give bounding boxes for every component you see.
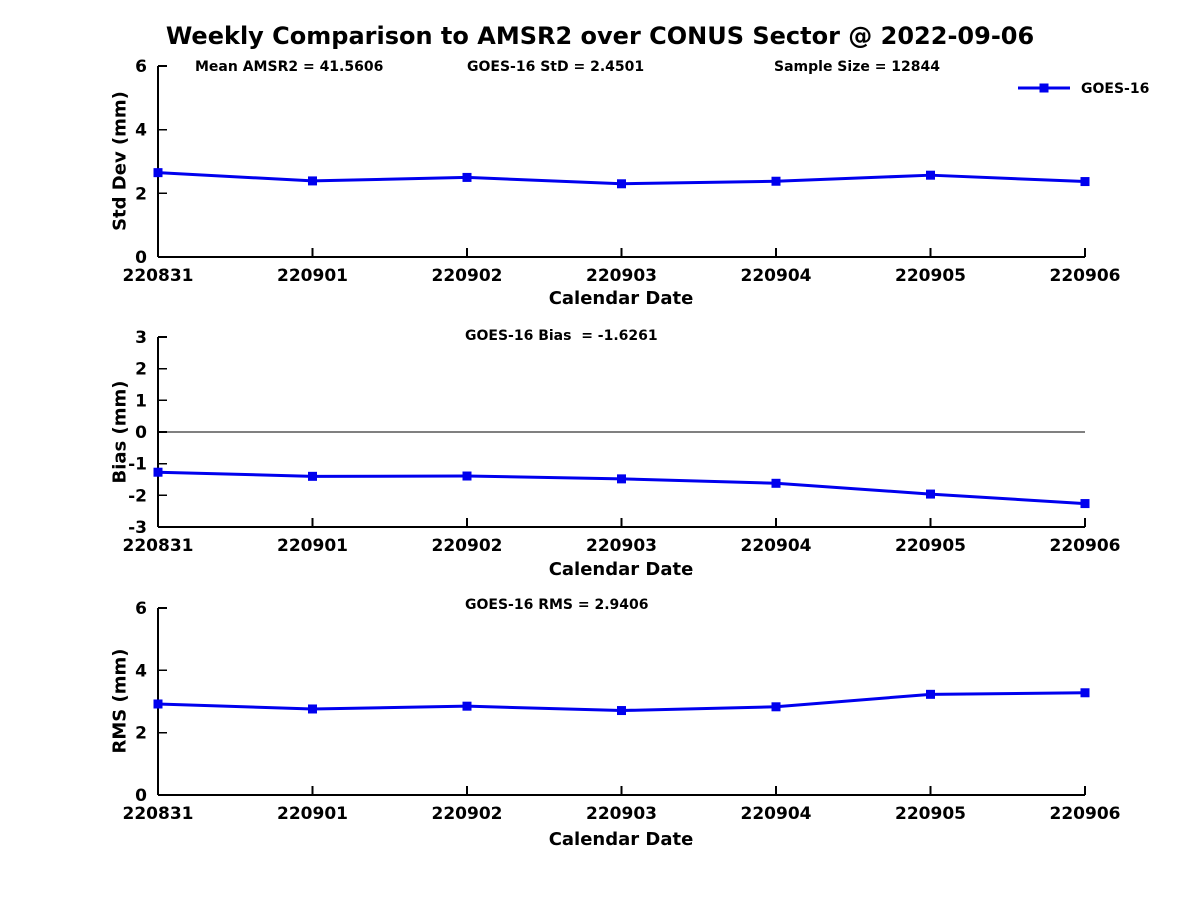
x-tick-label: 220906 [1050, 536, 1121, 556]
x-tick-label: 220831 [123, 536, 194, 556]
y-tick-label: 6 [135, 57, 147, 77]
y-tick-label: 0 [135, 786, 147, 806]
series-marker [462, 471, 472, 481]
series-marker [771, 176, 781, 186]
y-tick-label: 2 [135, 724, 147, 744]
series-marker [617, 179, 626, 189]
y-tick-label: 1 [135, 391, 147, 411]
x-axis-label-stddev: Calendar Date [548, 288, 694, 309]
y-tick-label: 3 [135, 328, 147, 348]
x-tick-label: 220901 [277, 266, 348, 286]
series-marker [771, 702, 781, 712]
series-marker [926, 689, 935, 699]
y-tick-label: 0 [135, 248, 147, 268]
x-tick-label: 220906 [1050, 266, 1121, 286]
series-marker [926, 489, 935, 499]
series-marker [462, 701, 472, 711]
annotation-goes16-std: GOES-16 StD = 2.4501 [467, 59, 645, 75]
y-tick-label: 2 [135, 360, 147, 380]
x-tick-label: 220903 [586, 536, 657, 556]
x-tick-label: 220902 [432, 536, 503, 556]
series-marker [1080, 499, 1090, 509]
x-tick-label: 220901 [277, 536, 348, 556]
series-marker [308, 471, 317, 481]
legend-marker [1039, 83, 1049, 93]
x-tick-label: 220903 [586, 266, 657, 286]
x-tick-label: 220904 [741, 536, 812, 556]
series-marker [617, 706, 626, 716]
series-marker [308, 176, 317, 186]
y-tick-label: -1 [128, 455, 147, 475]
y-tick-label: -3 [128, 518, 147, 538]
x-tick-label: 220831 [123, 266, 194, 286]
y-tick-label: 0 [135, 423, 147, 443]
series-marker [308, 704, 317, 714]
y-tick-label: -2 [128, 486, 147, 506]
x-tick-label: 220902 [432, 804, 503, 824]
series-marker [617, 474, 626, 484]
x-tick-label: 220904 [741, 266, 812, 286]
series-marker [153, 467, 163, 477]
legend-label: GOES-16 [1081, 81, 1150, 97]
x-tick-label: 220905 [895, 266, 966, 286]
series-marker [771, 478, 781, 488]
y-tick-label: 4 [135, 661, 147, 681]
chart-title: Weekly Comparison to AMSR2 over CONUS Se… [165, 22, 1035, 50]
annotation-mean-amsr2: Mean AMSR2 = 41.5606 [195, 59, 384, 75]
x-tick-label: 220906 [1050, 804, 1121, 824]
annotation-goes16-rms: GOES-16 RMS = 2.9406 [465, 597, 649, 613]
annotation-sample-size: Sample Size = 12844 [774, 59, 941, 75]
series-marker [1080, 688, 1090, 698]
series-marker [153, 168, 163, 178]
x-tick-label: 220901 [277, 804, 348, 824]
x-axis-label-bias: Calendar Date [548, 559, 694, 580]
x-tick-label: 220904 [741, 804, 812, 824]
x-tick-label: 220902 [432, 266, 503, 286]
series-marker [153, 699, 163, 709]
series-marker [926, 170, 935, 180]
x-tick-label: 220831 [123, 804, 194, 824]
annotation-goes16-bias: GOES-16 Bias = -1.6261 [465, 328, 658, 344]
x-tick-label: 220905 [895, 536, 966, 556]
series-marker [462, 172, 472, 182]
x-tick-label: 220905 [895, 804, 966, 824]
x-tick-label: 220903 [586, 804, 657, 824]
y-tick-label: 4 [135, 121, 147, 141]
y-tick-label: 2 [135, 184, 147, 204]
series-marker [1080, 177, 1090, 187]
y-tick-label: 6 [135, 599, 147, 619]
x-axis-label-rms: Calendar Date [548, 829, 694, 850]
